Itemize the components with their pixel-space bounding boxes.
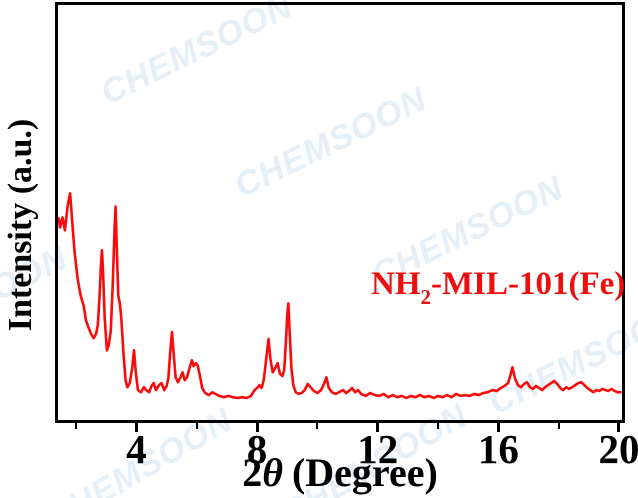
x-axis-tick <box>437 423 440 429</box>
x-axis-title: 2θ (Degree) <box>55 452 625 494</box>
x-axis-tick <box>134 423 138 432</box>
x-axis-tick <box>316 423 319 429</box>
sample-label-prefix: NH <box>371 266 421 302</box>
x-axis-tick <box>376 423 380 432</box>
x-axis-title-theta: θ <box>262 450 283 495</box>
x-axis-tick <box>557 423 560 429</box>
x-axis-tick <box>255 423 259 432</box>
sample-label: NH2-MIL-101(Fe) <box>371 266 626 309</box>
plot-area <box>55 2 625 423</box>
x-axis-tick <box>496 423 500 432</box>
y-axis-title: Intensity (a.u.) <box>2 118 39 332</box>
xrd-curve <box>58 192 622 400</box>
x-tick-label: 16 <box>477 426 519 472</box>
x-tick-label: 8 <box>246 426 268 472</box>
x-axis-tick <box>617 423 621 432</box>
x-axis-tick <box>75 423 78 429</box>
sample-label-subscript: 2 <box>420 284 432 309</box>
sample-label-suffix: -MIL-101(Fe) <box>431 266 626 302</box>
xrd-pattern-line <box>58 192 622 400</box>
x-axis-title-unit: (Degree) <box>291 450 438 495</box>
x-tick-label: 4 <box>126 426 147 472</box>
x-tick-label: 12 <box>357 426 399 472</box>
x-axis-tick <box>195 423 198 429</box>
x-tick-label: 20 <box>598 426 638 472</box>
x-axis-title-number: 2 <box>242 450 263 495</box>
